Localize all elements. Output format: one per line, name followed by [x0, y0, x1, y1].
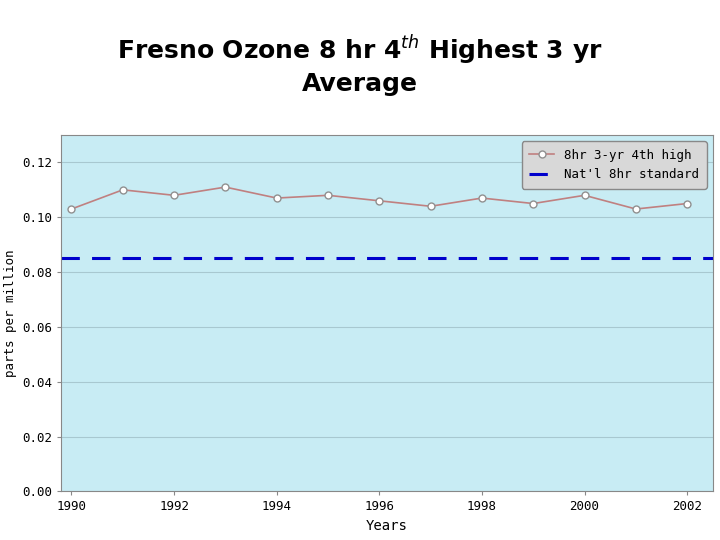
- Y-axis label: parts per million: parts per million: [4, 249, 17, 377]
- Legend: 8hr 3-yr 4th high, Nat'l 8hr standard: 8hr 3-yr 4th high, Nat'l 8hr standard: [521, 141, 706, 188]
- X-axis label: Years: Years: [366, 519, 408, 533]
- Text: Fresno Ozone 8 hr 4$^{th}$ Highest 3 yr
Average: Fresno Ozone 8 hr 4$^{th}$ Highest 3 yr …: [117, 33, 603, 97]
